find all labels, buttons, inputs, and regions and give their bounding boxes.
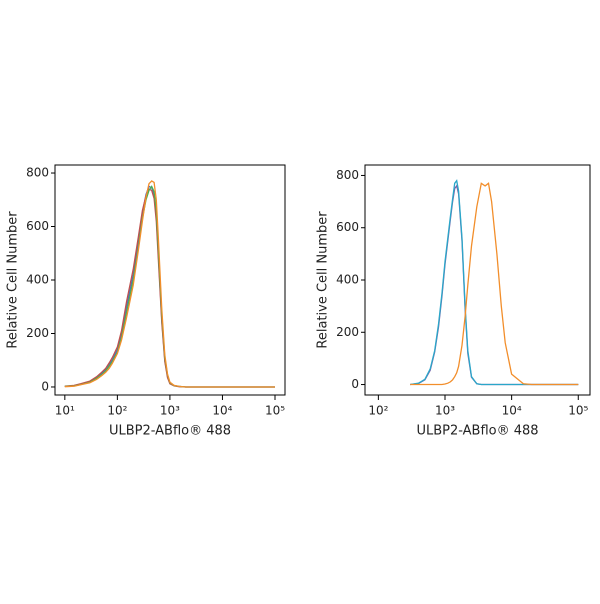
y-tick-label: 800 <box>336 168 359 182</box>
x-tick-label: 10² <box>107 404 127 418</box>
histogram-line <box>410 184 579 386</box>
y-tick-label: 400 <box>336 273 359 287</box>
histogram-line <box>64 185 275 388</box>
x-tick-label: 10⁴ <box>502 404 522 418</box>
histogram-line <box>410 182 579 386</box>
y-tick-label: 600 <box>26 219 49 233</box>
histogram-line <box>64 188 275 388</box>
y-tick-label: 600 <box>336 220 359 234</box>
y-tick-label: 200 <box>26 326 49 340</box>
y-tick-label: 0 <box>41 379 49 393</box>
y-axis-title: Relative Cell Number <box>6 211 21 349</box>
y-tick-label: 0 <box>351 377 359 391</box>
x-axis-title: ULBP2-ABflo® 488 <box>416 424 538 439</box>
x-tick-label: 10² <box>368 404 388 418</box>
x-tick-label: 10¹ <box>55 404 75 418</box>
y-tick-label: 200 <box>336 325 359 339</box>
x-tick-label: 10³ <box>435 404 455 418</box>
x-tick-label: 10³ <box>160 404 180 418</box>
x-axis-title: ULBP2-ABflo® 488 <box>109 424 231 439</box>
y-axis-title: Relative Cell Number <box>316 211 331 349</box>
y-tick-label: 800 <box>26 166 49 180</box>
histogram-line <box>64 180 275 388</box>
y-tick-label: 400 <box>26 273 49 287</box>
plot-frame <box>364 164 591 396</box>
x-tick-label: 10⁵ <box>568 404 588 418</box>
plot-frame <box>54 164 286 396</box>
x-tick-label: 10⁴ <box>212 404 232 418</box>
x-tick-label: 10⁵ <box>265 404 285 418</box>
histogram-line <box>410 179 579 386</box>
histogram-line <box>64 185 275 388</box>
